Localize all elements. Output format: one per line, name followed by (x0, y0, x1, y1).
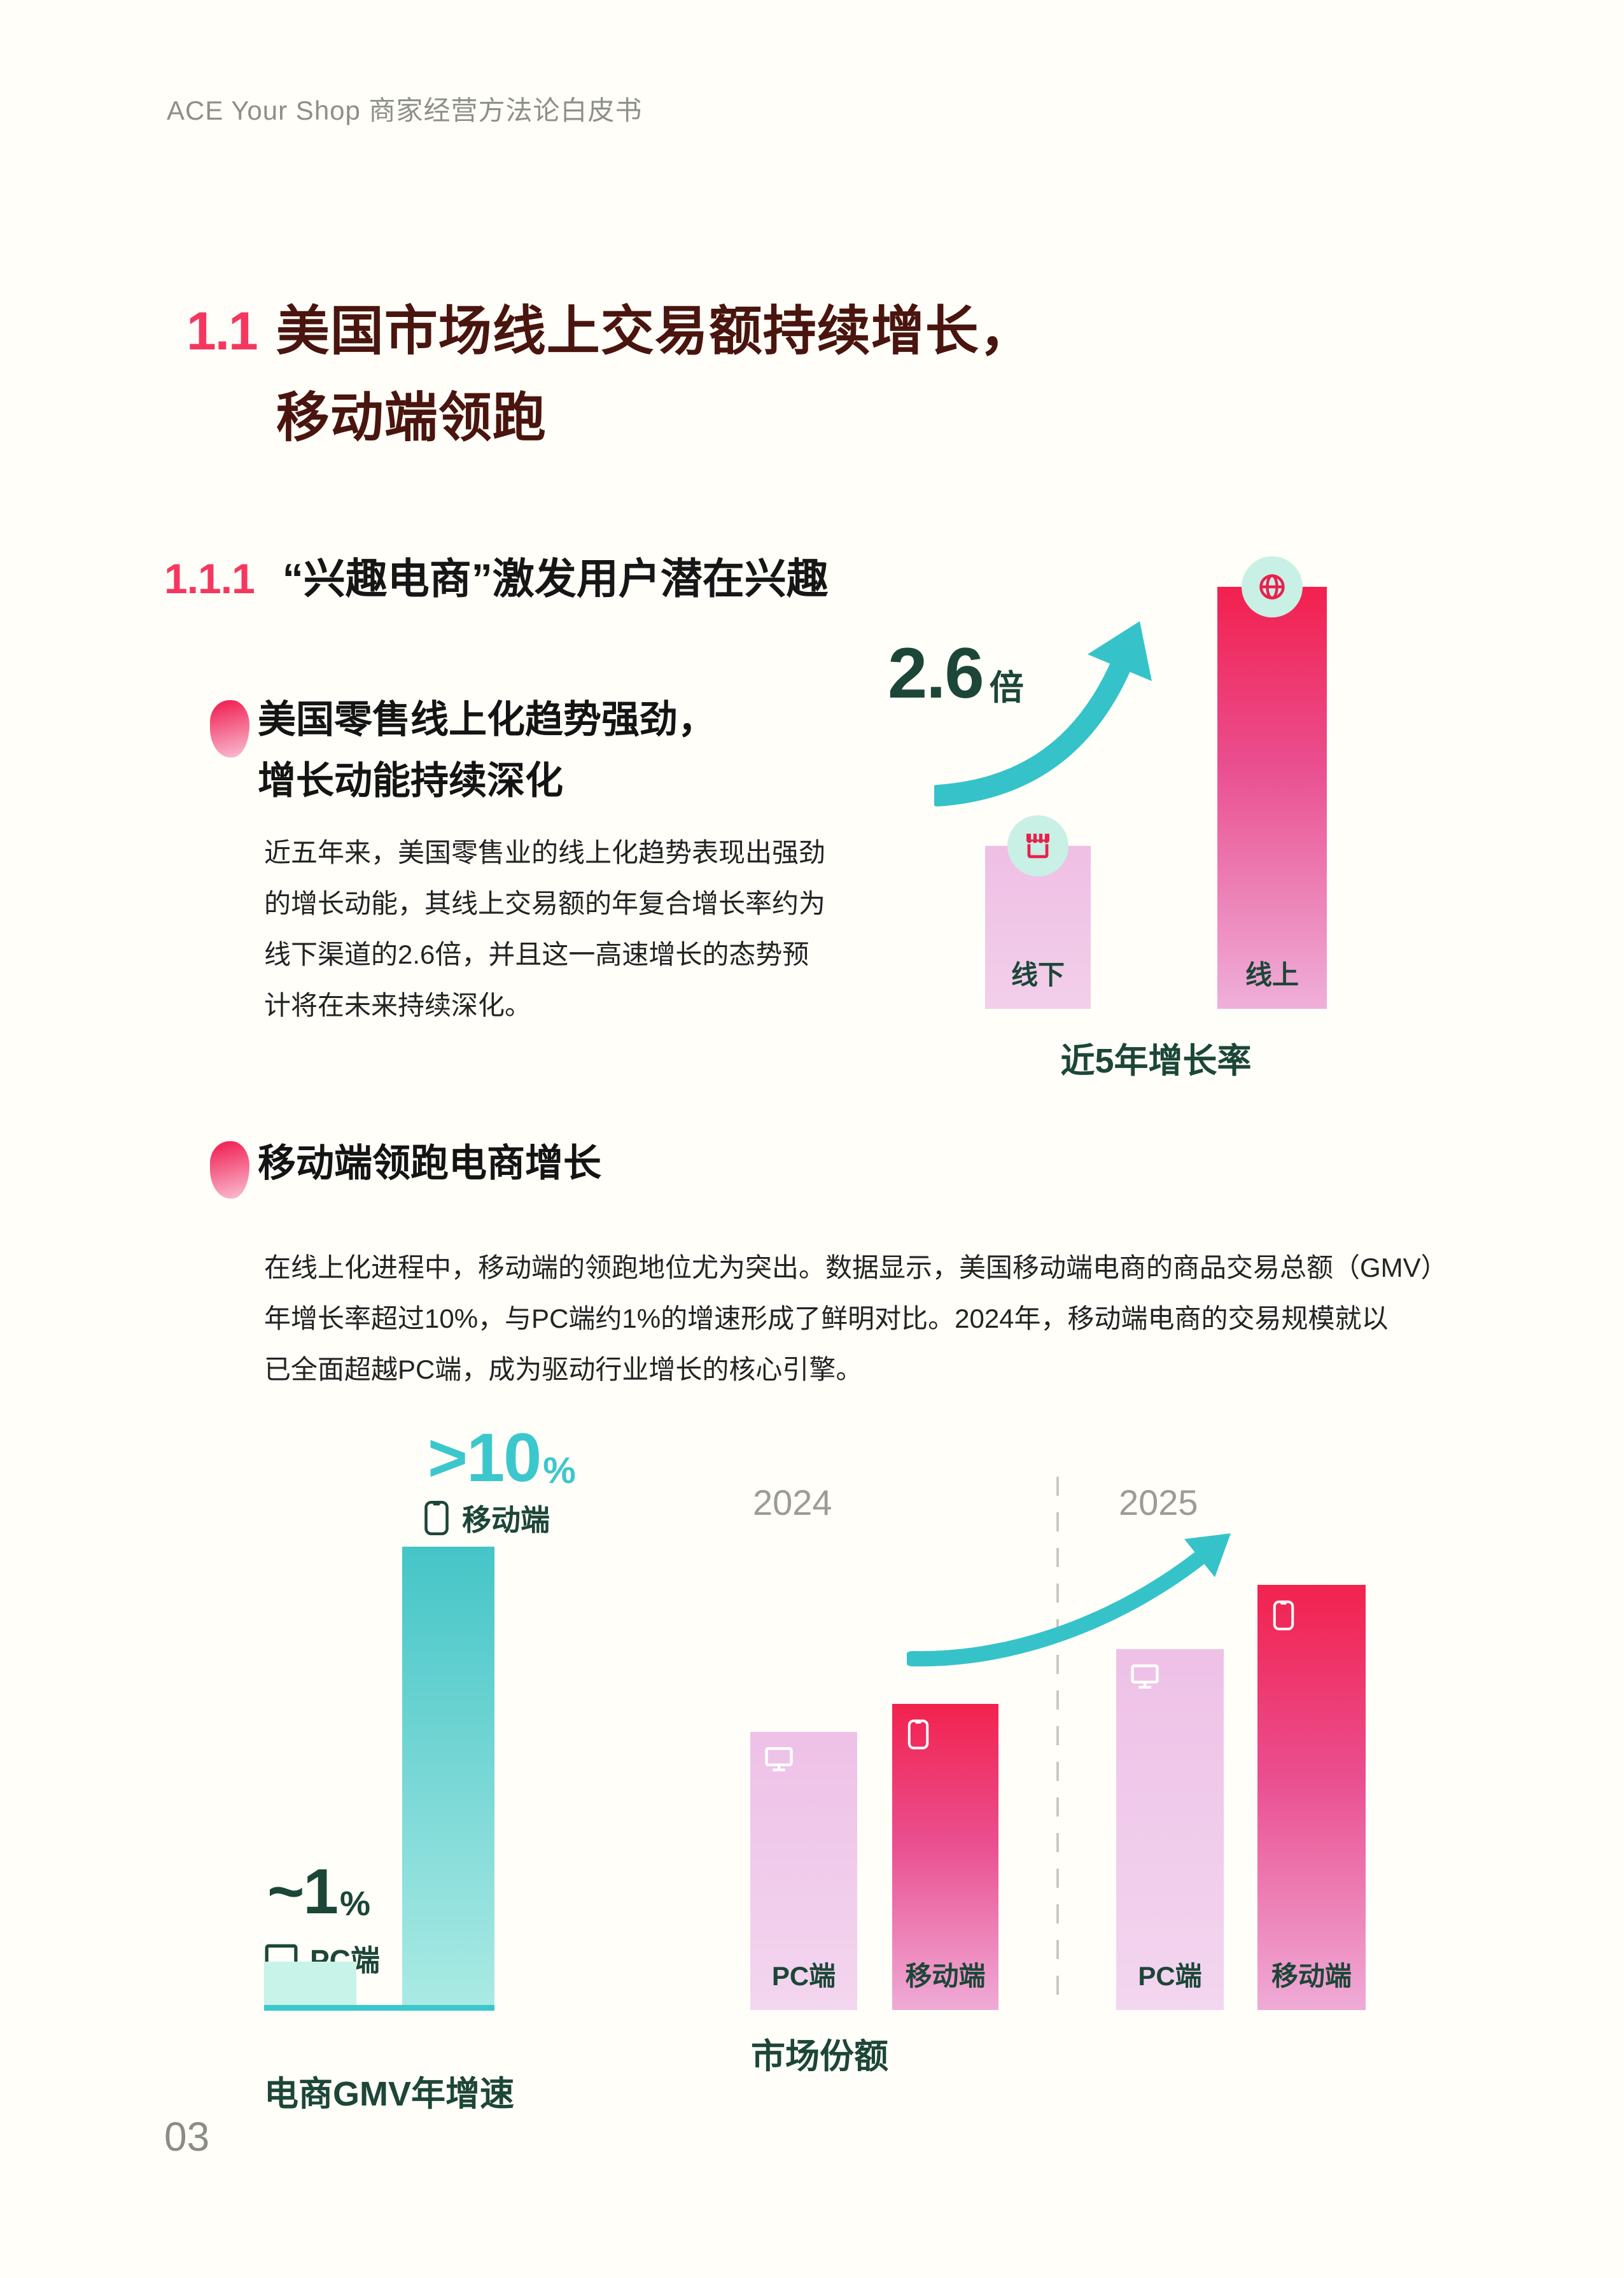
share-bar-mobile-2025: 移动端 (1257, 1585, 1366, 2010)
subsection-number: 1.1.1 (164, 555, 255, 602)
mobile-legend: 移动端 (423, 1497, 550, 1539)
desktop-icon (765, 1747, 793, 1772)
subsection-title-text: “兴趣电商”激发用户潜在兴趣 (282, 555, 829, 602)
online-bar: 线上 (1217, 556, 1327, 1009)
paragraph-line: 近五年来，美国零售业的线上化趋势表现出强劲 (264, 838, 826, 868)
paragraph-line: 计将在未来持续深化。 (264, 990, 532, 1020)
online-bar-label: 线上 (1245, 960, 1299, 990)
growth-arrow-icon (934, 621, 1152, 806)
growth-multiple-unit: 倍 (989, 669, 1024, 707)
share-chart-caption: 市场份额 (751, 2037, 888, 2076)
paragraph-line: 在线上化进程中，移动端的领跑地位尤为突出。数据显示，美国移动端电商的商品交易总额… (264, 1253, 1448, 1283)
offline-bar: 线下 (985, 815, 1091, 1009)
pc-growth-unit: % (340, 1885, 371, 1923)
point1-heading-line2: 增长动能持续深化 (258, 759, 563, 802)
share-growth-arrow-icon (907, 1533, 1231, 1667)
pc-growth-value: ~1 % (267, 1860, 370, 1923)
section-title-line2: 移动端领跑 (276, 388, 547, 447)
share-bar-pc-2024: PC端 (750, 1732, 857, 2010)
year-divider-line (1056, 1477, 1059, 2010)
gmv-chart-caption: 电商GMV年增速 (264, 2075, 515, 2113)
growth-multiple-value: 2.6 (888, 633, 984, 713)
gmv-pc-bar (264, 1962, 356, 2005)
year-label-2024: 2024 (753, 1482, 832, 1522)
share-bar-label: PC端 (1138, 1961, 1202, 1991)
point1-heading: 美国零售线上化趋势强劲， 增长动能持续深化 (258, 689, 716, 812)
mobile-growth-value: >10 % (428, 1423, 576, 1492)
growth-multiple-annotation: 2.6 倍 (888, 638, 1024, 709)
bullet-blob-icon (210, 700, 249, 757)
point2-heading: 移动端领跑电商增长 (258, 1142, 601, 1185)
section-number: 1.1 (186, 301, 258, 361)
mobile-growth-unit: % (543, 1450, 576, 1491)
paragraph-line: 已全面超越PC端，成为驱动行业增长的核心引擎。 (264, 1354, 863, 1384)
share-bar-pc-2025: PC端 (1116, 1649, 1224, 2010)
bullet-blob-icon (210, 1141, 249, 1199)
growth-chart-caption: 近5年增长率 (1060, 1042, 1252, 1080)
mobile-icon (907, 1719, 929, 1750)
page-header: ACE Your Shop 商家经营方法论白皮书 (167, 95, 643, 125)
share-bar-label: 移动端 (905, 1961, 986, 1991)
mobile-icon (1273, 1600, 1294, 1631)
storefront-icon (1026, 833, 1049, 859)
share-bar-label: PC端 (771, 1961, 836, 1991)
section-title-line1: 美国市场线上交易额持续增长， (276, 301, 1033, 361)
share-bar-label: 移动端 (1271, 1961, 1352, 1991)
mobile-icon (424, 1500, 449, 1536)
paragraph-line: 的增长动能，其线上交易额的年复合增长率约为 (264, 889, 826, 918)
share-bar-mobile-2024: 移动端 (892, 1704, 998, 2010)
desktop-icon (1131, 1664, 1159, 1689)
point1-paragraph: 近五年来，美国零售业的线上化趋势表现出强劲 的增长动能，其线上交易额的年复合增长… (264, 827, 825, 1031)
paragraph-line: 线下渠道的2.6倍，并且这一高速增长的态势预 (264, 939, 809, 969)
mobile-legend-label: 移动端 (462, 1503, 550, 1536)
pc-growth-number: ~1 (267, 1856, 339, 1927)
subsection-title: 1.1.1 “兴趣电商”激发用户潜在兴趣 (164, 545, 829, 606)
page-number: 03 (164, 2114, 210, 2160)
gmv-axis-baseline (264, 2005, 494, 2011)
section-title: 1.1 美国市场线上交易额持续增长， 移动端领跑 (186, 288, 1033, 461)
gmv-mobile-bar (402, 1547, 494, 2007)
paragraph-line: 年增长率超过10%，与PC端约1%的增速形成了鲜明对比。2024年，移动端电商的… (264, 1304, 1389, 1333)
mobile-growth-number: >10 (428, 1419, 542, 1496)
year-label-2025: 2025 (1119, 1482, 1198, 1522)
globe-badge (1242, 556, 1303, 617)
globe-icon (1259, 574, 1285, 600)
point2-paragraph: 在线上化进程中，移动端的领跑地位尤为突出。数据显示，美国移动端电商的商品交易总额… (264, 1242, 1448, 1395)
section-title-text: 美国市场线上交易额持续增长， 移动端领跑 (276, 288, 1033, 461)
point1-heading-line1: 美国零售线上化趋势强劲， (258, 698, 716, 741)
offline-bar-label: 线下 (1011, 960, 1065, 990)
storefront-badge (1007, 815, 1068, 876)
